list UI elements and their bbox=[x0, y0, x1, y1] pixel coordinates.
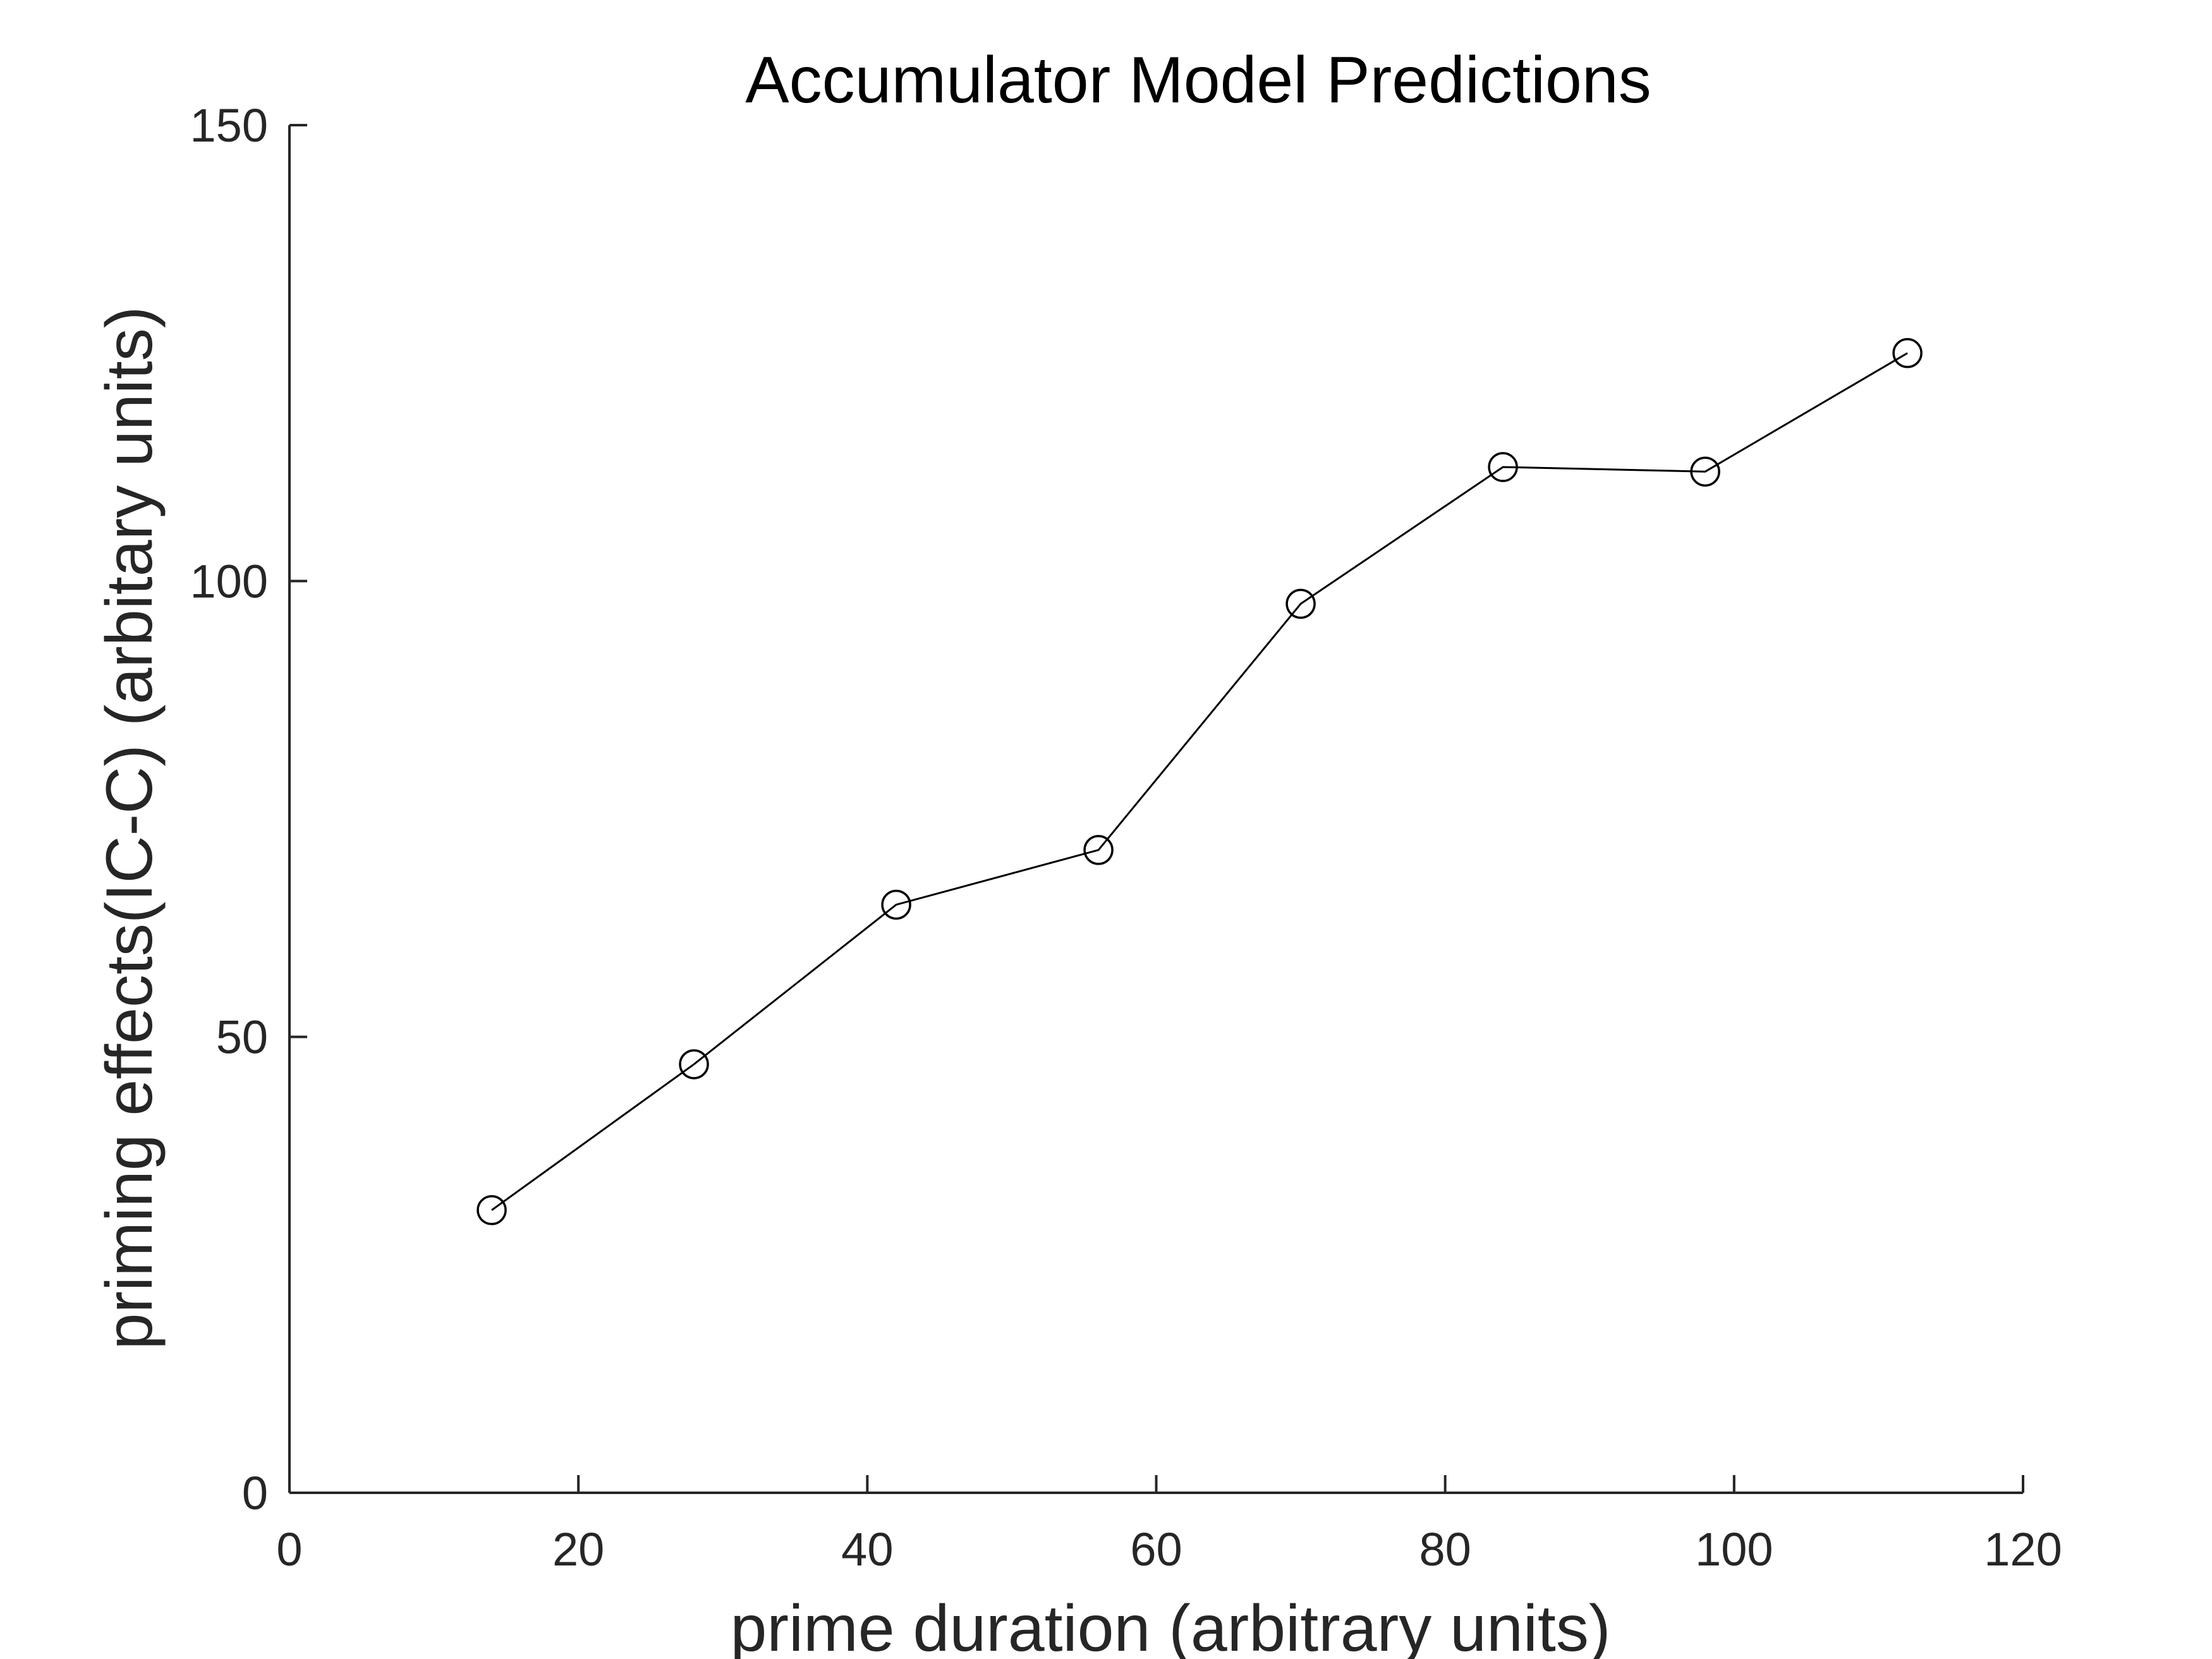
data-point bbox=[477, 1195, 507, 1225]
data-point bbox=[881, 889, 911, 920]
data-point bbox=[1083, 835, 1114, 865]
axes: 0 20 40 60 80 100 120 0 50 100 150 bbox=[190, 99, 2062, 1576]
data-point bbox=[1690, 456, 1720, 487]
x-tick-label: 80 bbox=[1419, 1523, 1471, 1576]
data-point bbox=[1285, 588, 1316, 619]
x-tick-label: 0 bbox=[276, 1523, 302, 1576]
plot-area bbox=[477, 337, 1923, 1225]
y-axis-label: priming effects(IC-C) (arbitary units) bbox=[93, 307, 166, 1350]
y-tick-label: 0 bbox=[242, 1467, 268, 1519]
data-point bbox=[1892, 337, 1923, 368]
chart-title: Accumulator Model Predictions bbox=[745, 44, 1651, 117]
x-tick-label: 120 bbox=[1984, 1523, 2062, 1576]
x-tick-label: 40 bbox=[841, 1523, 893, 1576]
x-tick-label: 20 bbox=[552, 1523, 604, 1576]
x-axis-label: prime duration (arbitrary units) bbox=[731, 1592, 1611, 1659]
y-tick-label: 150 bbox=[190, 99, 268, 152]
data-point bbox=[679, 1049, 709, 1079]
x-tick-label: 60 bbox=[1130, 1523, 1182, 1576]
y-tick-label: 50 bbox=[216, 1011, 268, 1064]
series-line bbox=[491, 352, 1908, 1211]
y-tick-label: 100 bbox=[190, 555, 268, 607]
data-point bbox=[1488, 452, 1518, 482]
x-tick-label: 100 bbox=[1695, 1523, 1773, 1576]
